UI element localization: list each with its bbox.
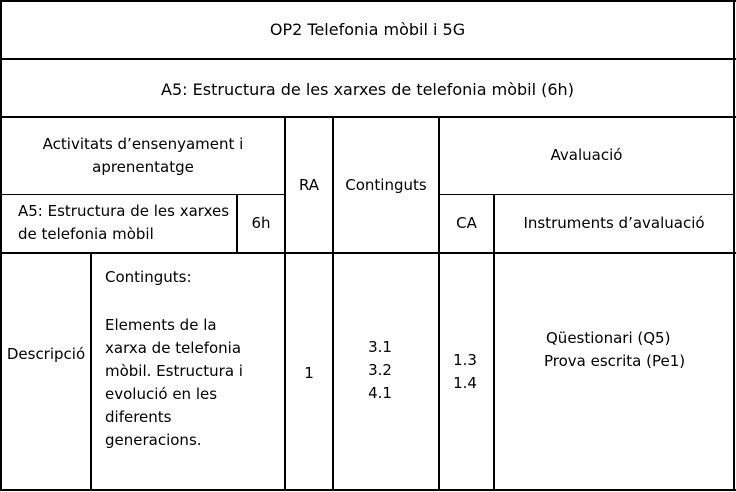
border-right [733, 0, 735, 491]
border-top [0, 0, 736, 2]
description-line: xarxa de telefonia [105, 339, 242, 357]
vline-activities-right [284, 116, 286, 491]
ca-header: CA [456, 214, 477, 232]
hline-252 [0, 252, 736, 254]
hline-116 [0, 116, 736, 118]
activity-name-line1: A5: Estructura de les xarxes [18, 202, 230, 220]
hline-58 [0, 58, 736, 60]
ca-item: 1.3 [453, 351, 477, 369]
row-label: Descripció [6, 345, 86, 363]
activities-header-line2: aprenentatge [92, 158, 194, 176]
vline-ra-right [332, 116, 334, 491]
module-title: OP2 Telefonia mòbil i 5G [269, 20, 466, 39]
ra-header: RA [298, 176, 320, 194]
description-line: mòbil. Estructura i [105, 362, 243, 380]
vline-activity-hours [236, 194, 238, 252]
ra-value: 1 [304, 364, 314, 382]
continguts-item: 3.1 [368, 338, 392, 356]
activity-name: A5: Estructura de les xarxes de telefoni… [18, 200, 234, 246]
activity-name-line2: de telefonia mòbil [18, 225, 154, 243]
continguts-header: Continguts [345, 176, 427, 194]
description-cell: Continguts: Elements de la xarxa de tele… [105, 266, 280, 452]
continguts-item: 4.1 [368, 384, 392, 402]
border-left [0, 0, 2, 491]
description-line: diferents [105, 408, 172, 426]
hline-194-left [0, 194, 284, 195]
description-line: generacions. [105, 431, 202, 449]
continguts-values: 3.1 3.2 4.1 [334, 336, 426, 405]
activity-hours: 6h [251, 214, 271, 232]
vline-continguts-right [438, 116, 440, 491]
instruments-header: Instruments d’avaluació [523, 214, 705, 232]
instruments-values: Qüestionari (Q5) Prova escrita (Pe1) [544, 327, 729, 373]
avaluacio-header: Avaluació [550, 146, 623, 164]
ca-values: 1.3 1.4 [440, 349, 490, 395]
activities-header-line1: Activitats d’ensenyament i [42, 135, 244, 153]
activities-header: Activitats d’ensenyament i aprenentatge [2, 133, 284, 179]
hline-194-right [438, 194, 735, 195]
vline-label-right [90, 252, 92, 491]
description-line: Elements de la [105, 316, 217, 334]
vline-ca-right [493, 194, 495, 491]
activity-heading: A5: Estructura de les xarxes de telefoni… [161, 80, 574, 99]
ca-item: 1.4 [453, 374, 477, 392]
instrument-item: Qüestionari (Q5) [546, 329, 671, 347]
description-line: evolució en les [105, 385, 218, 403]
description-heading: Continguts: [105, 268, 192, 286]
instrument-item: Prova escrita (Pe1) [544, 352, 686, 370]
border-bottom [0, 489, 736, 491]
continguts-item: 3.2 [368, 361, 392, 379]
